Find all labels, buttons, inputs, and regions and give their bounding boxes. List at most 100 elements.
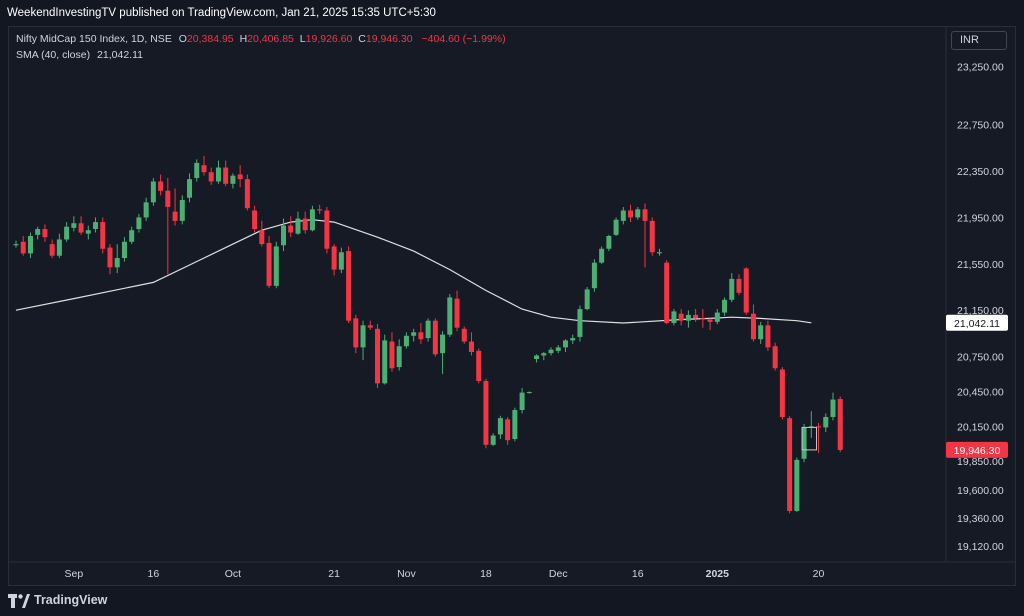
- candle-body: [700, 318, 706, 320]
- candle-body: [244, 179, 250, 209]
- candle-body: [823, 416, 829, 428]
- currency-button[interactable]: INR: [951, 31, 1007, 50]
- high-value: 20,406.85: [247, 33, 294, 45]
- pending-box: [801, 426, 818, 451]
- candle-body: [317, 209, 323, 211]
- candle-body: [367, 325, 373, 328]
- candle-body: [512, 410, 518, 440]
- y-tick-label: 20,750.00: [957, 352, 1004, 364]
- candle-body: [201, 165, 207, 173]
- candle-body: [577, 309, 583, 337]
- candle-body: [403, 335, 409, 347]
- tradingview-brand[interactable]: TradingView: [34, 593, 108, 607]
- y-tick-label: 21,150.00: [957, 305, 1004, 317]
- high-label: H: [239, 33, 248, 45]
- candle-body: [237, 174, 243, 180]
- candle-body: [309, 209, 315, 231]
- candle-body: [635, 209, 641, 218]
- candle-body: [693, 314, 699, 319]
- tradingview-logo-icon[interactable]: [8, 594, 30, 608]
- x-tick-label: 16: [632, 568, 644, 580]
- candle-body: [143, 202, 149, 218]
- x-tick-label: Oct: [225, 568, 241, 580]
- sma-line: [15, 219, 812, 324]
- y-tick-label: 19,600.00: [957, 485, 1004, 497]
- y-tick-label: 23,250.00: [957, 62, 1004, 74]
- close-label: C: [358, 33, 366, 45]
- x-tick-label: Dec: [549, 568, 568, 580]
- candle-body: [295, 218, 301, 234]
- candle-body: [671, 311, 677, 324]
- candle-body: [628, 210, 634, 218]
- symbol-label[interactable]: Nifty MidCap 150 Index, 1D, NSE: [16, 33, 172, 45]
- candle-body: [20, 241, 26, 254]
- candle-body: [129, 230, 135, 242]
- candle-body: [331, 246, 337, 270]
- last-price-label-bg: [946, 441, 1008, 458]
- candle-body: [353, 318, 359, 348]
- candle-body: [71, 223, 77, 228]
- candle-body: [440, 334, 446, 354]
- close-value: 19,946.30: [365, 33, 413, 45]
- candle-body: [223, 167, 229, 184]
- candle-body: [534, 355, 540, 359]
- candle-body: [27, 235, 33, 254]
- candle-body: [324, 210, 330, 249]
- candle-body: [562, 340, 568, 348]
- ohlc-legend: Nifty MidCap 150 Index, 1D, NSE O20,384.…: [16, 33, 506, 45]
- low-value: 19,926.60: [305, 33, 353, 45]
- last-price-label: 19,946.30: [954, 445, 1001, 457]
- candle-body: [107, 247, 113, 268]
- candle-body: [830, 399, 836, 417]
- candle-body: [425, 320, 431, 339]
- candlestick-chart[interactable]: 23,250.00 22,750.00 22,350.00 21,950.00 21,5…: [8, 26, 1016, 586]
- open-label: O: [178, 33, 187, 45]
- candle-body: [389, 341, 395, 369]
- candle-body: [121, 241, 127, 259]
- candle-body: [787, 418, 793, 511]
- footer: [0, 587, 1024, 616]
- candle-body: [461, 328, 467, 342]
- sma-label[interactable]: SMA (40, close): [16, 49, 91, 61]
- candle-body: [85, 230, 91, 234]
- candle-body: [779, 369, 785, 417]
- candle-body: [649, 220, 655, 253]
- candle-body: [476, 350, 482, 382]
- candle-body: [664, 262, 670, 324]
- chart-frame: [8, 26, 1016, 586]
- candle-body: [346, 251, 352, 321]
- candle-body: [259, 230, 265, 245]
- candle-body: [13, 244, 19, 246]
- candle-body: [620, 210, 626, 221]
- y-tick-label: 19,850.00: [957, 456, 1004, 468]
- candle-body: [382, 340, 388, 384]
- candle-body: [808, 426, 814, 428]
- publish-text: WeekendInvestingTV published on TradingV…: [7, 7, 436, 19]
- candle-body: [100, 222, 106, 249]
- candle-body: [555, 347, 561, 351]
- candle-body: [288, 225, 294, 233]
- candle-body: [707, 319, 713, 322]
- x-tick-label: 16: [148, 568, 160, 580]
- y-tick-label: 20,150.00: [957, 421, 1004, 433]
- candle-body: [179, 200, 185, 221]
- open-value: 20,384.95: [186, 33, 234, 45]
- candle-body: [165, 190, 171, 207]
- candle-body: [678, 313, 684, 321]
- candle-body: [375, 328, 380, 384]
- candle-body: [505, 419, 511, 441]
- candle-body: [194, 162, 200, 178]
- candle-body: [187, 179, 193, 198]
- candle-body: [729, 278, 735, 300]
- candle-body: [302, 218, 308, 231]
- candle-body: [548, 349, 554, 354]
- candle-body: [411, 332, 417, 336]
- candle-body: [801, 427, 807, 459]
- candle-body: [714, 312, 720, 322]
- candle-body: [837, 398, 843, 450]
- candle-body: [78, 223, 84, 233]
- candle-body: [772, 346, 778, 369]
- candle-body: [541, 353, 547, 356]
- candle-body: [35, 229, 41, 235]
- candle-body: [490, 435, 496, 445]
